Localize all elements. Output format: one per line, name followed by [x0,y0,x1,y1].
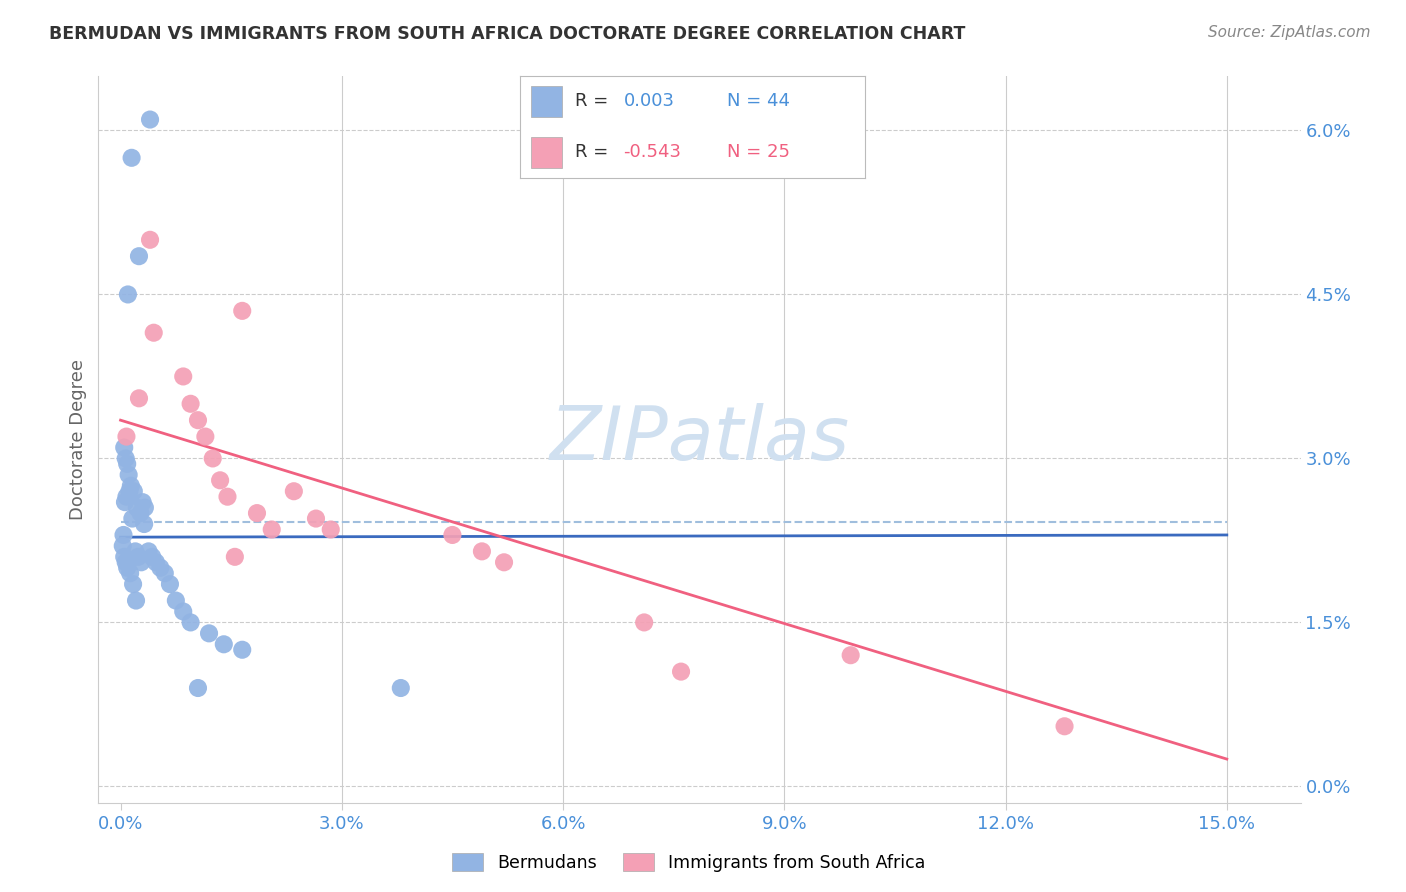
Point [118,467,141,482]
Point [125,500,148,515]
Point [441,528,464,542]
Point [112,549,135,564]
Point [114,555,136,569]
Point [129,555,152,569]
Point [128,392,150,406]
Text: R =: R = [575,144,609,161]
Legend: Bermudans, Immigrants from South Africa: Bermudans, Immigrants from South Africa [446,847,932,879]
Point [122,484,145,499]
Point [212,637,235,651]
Text: R =: R = [575,92,609,110]
Point [231,303,253,318]
Text: N = 25: N = 25 [727,144,790,161]
Point [172,605,194,619]
Point [839,648,862,663]
Text: Source: ZipAtlas.com: Source: ZipAtlas.com [1208,25,1371,40]
Y-axis label: Doctorate Degree: Doctorate Degree [69,359,87,520]
Point [141,549,163,564]
Point [117,287,139,301]
Point [260,523,283,537]
Point [669,665,692,679]
Point [115,490,138,504]
Point [139,233,162,247]
Point [120,479,142,493]
Point [111,539,134,553]
Text: BERMUDAN VS IMMIGRANTS FROM SOUTH AFRICA DOCTORATE DEGREE CORRELATION CHART: BERMUDAN VS IMMIGRANTS FROM SOUTH AFRICA… [49,25,966,43]
Point [139,112,162,127]
Text: ZIPatlas: ZIPatlas [550,403,849,475]
Point [115,429,138,443]
Point [145,555,167,569]
Point [127,549,149,564]
Point [142,326,165,340]
Point [201,451,224,466]
Point [153,566,176,581]
Point [319,523,342,537]
Point [471,544,494,558]
Text: N = 44: N = 44 [727,92,790,110]
Point [129,506,152,520]
Point [283,484,305,499]
Point [165,593,187,607]
Point [120,566,142,581]
Point [131,495,153,509]
Point [122,577,145,591]
Point [149,561,172,575]
Point [128,249,150,263]
Point [492,555,515,569]
Point [134,516,156,531]
Point [172,369,194,384]
Point [224,549,246,564]
Point [305,511,328,525]
Point [159,577,181,591]
Point [194,429,217,443]
Point [115,457,138,471]
Point [198,626,221,640]
Point [180,615,202,630]
Point [209,473,232,487]
Point [633,615,655,630]
Point [187,413,209,427]
Point [114,451,136,466]
Point [231,642,253,657]
Point [389,681,412,695]
Point [217,490,239,504]
Bar [530,87,561,117]
Point [114,495,136,509]
Point [246,506,269,520]
Point [112,528,135,542]
Point [1053,719,1076,733]
Point [125,593,148,607]
Point [134,500,156,515]
Point [112,441,135,455]
Bar [530,137,561,168]
Text: -0.543: -0.543 [624,144,682,161]
Point [115,561,138,575]
Text: 0.003: 0.003 [624,92,675,110]
Point [187,681,209,695]
Point [124,544,146,558]
Point [121,511,143,525]
Point [118,484,141,499]
Point [121,151,143,165]
Point [138,544,160,558]
Point [180,397,202,411]
